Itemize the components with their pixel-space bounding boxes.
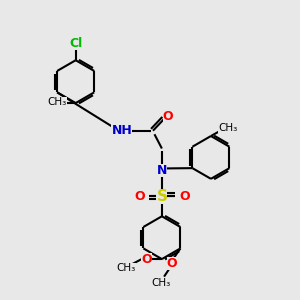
Text: O: O	[167, 257, 177, 270]
Text: O: O	[179, 190, 190, 202]
Text: Cl: Cl	[69, 38, 82, 50]
Text: CH₃: CH₃	[152, 278, 171, 288]
Text: O: O	[141, 253, 152, 266]
Text: O: O	[134, 190, 145, 202]
Text: NH: NH	[111, 124, 132, 137]
Text: S: S	[156, 189, 167, 204]
Text: CH₃: CH₃	[48, 98, 67, 107]
Text: CH₃: CH₃	[218, 123, 237, 133]
Text: CH₃: CH₃	[117, 263, 136, 273]
Text: O: O	[163, 110, 173, 123]
Text: N: N	[157, 164, 167, 177]
